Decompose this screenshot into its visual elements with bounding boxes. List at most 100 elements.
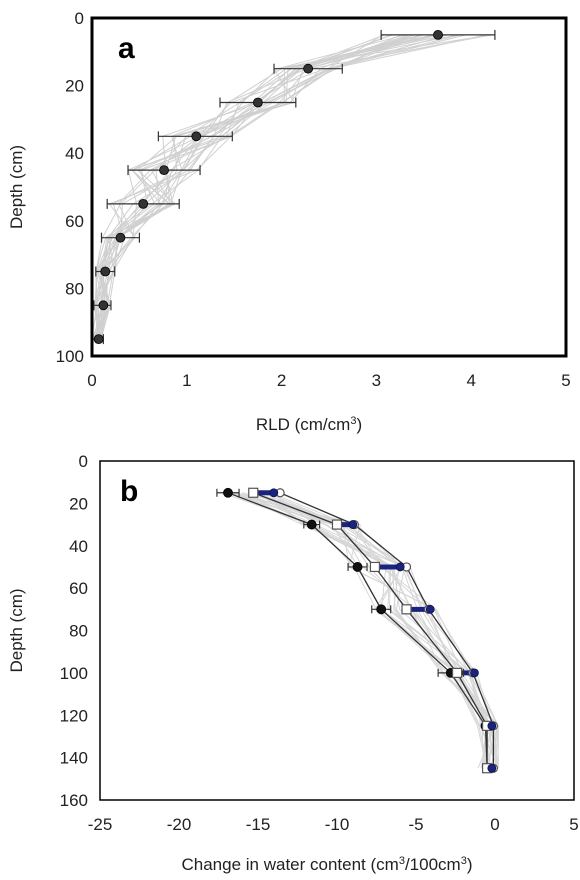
- x-tick-label: -20: [167, 815, 192, 834]
- background-trace: [261, 492, 499, 769]
- x-tick-label: 5: [569, 815, 578, 834]
- background-trace: [95, 34, 402, 340]
- panel-b-x-label-sup2: 3: [461, 855, 467, 867]
- data-point-square: [248, 487, 259, 498]
- data-point-square: [401, 604, 412, 615]
- panel-a-x-label-end: ): [356, 415, 362, 434]
- y-tick-label: 60: [65, 212, 84, 231]
- panel-a-x-label-main: RLD (cm/cm: [256, 415, 350, 434]
- panel-b-x-ticks: -25 -20 -15 -10 -5 0 5: [88, 815, 579, 834]
- y-tick-label: 100: [60, 664, 88, 683]
- panel-b-x-label-main: Change in water content (cm: [181, 855, 398, 874]
- data-point: [303, 63, 314, 74]
- background-trace: [272, 492, 490, 769]
- data-point-black: [376, 604, 387, 615]
- background-trace: [255, 492, 499, 769]
- background-trace: [96, 34, 448, 340]
- background-trace: [267, 492, 492, 769]
- y-tick-label: 20: [69, 494, 88, 513]
- y-tick-label: 160: [60, 791, 88, 810]
- panel-a-marks: [91, 29, 496, 345]
- background-trace: [95, 34, 406, 340]
- data-point-blue: [348, 520, 358, 529]
- background-trace: [94, 34, 409, 340]
- data-point-black: [352, 562, 363, 572]
- background-trace: [278, 492, 499, 769]
- background-trace: [270, 492, 499, 769]
- background-trace: [267, 492, 499, 769]
- data-point: [433, 30, 443, 40]
- data-point-square: [451, 667, 463, 678]
- background-trace: [95, 34, 422, 340]
- data-point: [191, 131, 202, 142]
- data-point: [93, 334, 104, 345]
- background-trace: [235, 492, 487, 769]
- panel-a-y-ticks: 0 20 40 60 80 100: [56, 9, 84, 366]
- y-tick-label: 40: [65, 144, 84, 163]
- series-line-1: [253, 492, 488, 769]
- data-point-black: [223, 487, 233, 498]
- background-trace: [95, 34, 437, 340]
- y-tick-label: 100: [56, 347, 84, 366]
- panel-a-x-label-sup: 3: [350, 415, 356, 427]
- panel-b-x-label-end: /100cm: [405, 855, 461, 874]
- y-tick-label: 80: [69, 622, 88, 641]
- background-trace: [256, 492, 499, 769]
- data-point: [138, 198, 149, 209]
- panel-b-letter: b: [120, 475, 138, 508]
- panel-a-letter: a: [118, 32, 135, 65]
- y-tick-label: 40: [69, 537, 88, 556]
- x-tick-label: 5: [561, 371, 570, 390]
- background-trace: [264, 492, 488, 769]
- data-point-blue: [487, 763, 497, 773]
- panel-a-x-ticks: 0 1 2 3 4 5: [87, 371, 570, 390]
- background-trace: [235, 492, 489, 769]
- x-tick-label: 4: [466, 371, 475, 390]
- background-trace: [249, 492, 489, 769]
- background-trace: [101, 34, 493, 340]
- data-point: [159, 165, 169, 176]
- panel-b: -25 -20 -15 -10 -5 0 5 0 20 40 60 80 100 120 140 160 b…: [7, 452, 579, 874]
- panel-a-frame: [90, 16, 568, 358]
- background-trace: [256, 492, 492, 769]
- y-tick-label: 0: [79, 452, 88, 471]
- data-point-blue: [395, 562, 405, 572]
- background-trace: [95, 34, 415, 340]
- panel-a-background-traces: [91, 34, 493, 340]
- panel-b-y-ticks: 0 20 40 60 80 100 120 140 160: [60, 452, 88, 810]
- x-tick-label: 3: [372, 371, 381, 390]
- data-point-square: [369, 561, 381, 573]
- data-point-blue: [470, 668, 479, 678]
- x-tick-label: -25: [88, 815, 113, 834]
- x-tick-label: -15: [246, 815, 271, 834]
- background-trace: [99, 34, 383, 340]
- x-tick-label: 2: [277, 371, 286, 390]
- x-tick-label: 0: [87, 371, 96, 390]
- panel-a-x-axis-label: RLD (cm/cm3): [256, 415, 362, 434]
- panel-b-x-axis-label: Change in water content (cm3/100cm3): [181, 855, 472, 874]
- background-trace: [241, 492, 496, 769]
- y-tick-label: 0: [75, 9, 84, 28]
- background-trace: [229, 492, 499, 769]
- x-tick-label: -10: [325, 815, 350, 834]
- background-trace: [94, 34, 414, 340]
- y-tick-label: 80: [65, 279, 84, 298]
- y-tick-label: 20: [65, 77, 84, 96]
- background-trace: [93, 34, 410, 340]
- background-trace: [225, 492, 499, 769]
- data-point-blue: [425, 604, 435, 614]
- x-tick-label: 0: [490, 815, 499, 834]
- x-tick-label: 1: [182, 371, 191, 390]
- data-point: [252, 97, 263, 108]
- panel-a-y-axis-label: Depth (cm): [7, 145, 26, 229]
- y-tick-label: 60: [69, 579, 88, 598]
- background-trace: [247, 492, 499, 769]
- x-tick-label: -5: [408, 815, 423, 834]
- data-point-black: [306, 519, 317, 530]
- y-tick-label: 140: [60, 749, 88, 768]
- panel-b-frame: [99, 460, 575, 801]
- panel-b-y-axis-label: Depth (cm): [7, 588, 26, 672]
- panel-b-background-traces: [221, 492, 499, 769]
